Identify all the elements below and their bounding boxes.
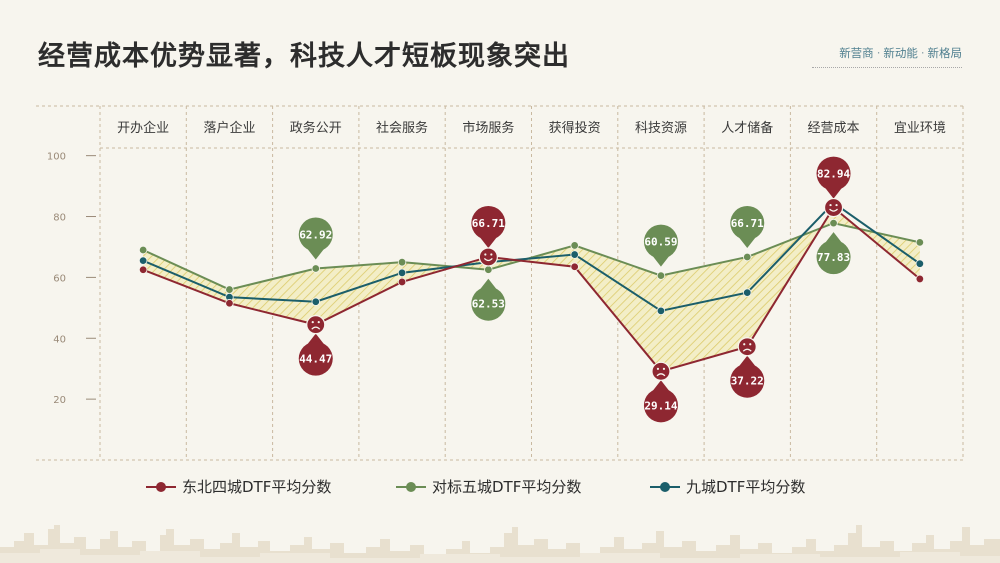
callout-bubble (816, 156, 851, 191)
legend-label-series-2: 对标五城DTF平均分数 (432, 478, 582, 496)
category-label: 市场服务 (462, 120, 514, 136)
callout-value-label: 60.59 (644, 236, 677, 249)
series-2-point (829, 218, 838, 228)
category-label: 人才储备 (721, 120, 773, 136)
callout-value-label: 29.14 (644, 399, 677, 412)
y-tick-label: 80 (53, 213, 66, 224)
callout-value-label: 37.22 (731, 375, 764, 388)
series-2-point (397, 257, 407, 267)
legend-swatch-series-1 (146, 481, 176, 492)
series-3-point (397, 268, 407, 278)
value-callout: 66.71 (471, 205, 506, 267)
legend-item-series-1: 东北四城DTF平均分数 (146, 476, 331, 497)
callout-value-label: 66.71 (731, 217, 764, 230)
series-1-line (142, 206, 921, 373)
tagline-rule (812, 67, 962, 68)
callout-value-label: 77.83 (817, 251, 850, 264)
series-3-point (915, 259, 925, 268)
callout-bubble (816, 240, 851, 275)
value-callout: 82.94 (816, 156, 851, 218)
category-label: 政务公开 (290, 120, 342, 136)
gap-hatch-area (143, 207, 920, 372)
series-1-point (570, 262, 579, 271)
series-2-point (915, 238, 925, 247)
legend-label-series-1: 东北四城DTF平均分数 (182, 478, 332, 496)
callout-bubble (730, 363, 765, 398)
series-1-point (138, 265, 148, 274)
sad-face-icon (737, 337, 757, 357)
page-title: 经营成本优势显著，科技人才短板现象突出 (38, 41, 570, 72)
series-2-point (311, 264, 320, 273)
category-label: 开办企业 (117, 120, 169, 136)
city-skyline-decoration (0, 525, 1000, 563)
callout-bubble (643, 388, 678, 423)
tagline: 新营商 · 新动能 · 新格局 (839, 46, 963, 60)
series-3-point (656, 306, 666, 316)
value-callout: 66.71 (730, 205, 765, 248)
category-label: 经营成本 (808, 121, 860, 136)
y-tick-label: 40 (53, 334, 66, 345)
category-label: 获得投资 (549, 120, 601, 136)
category-label: 社会服务 (376, 120, 428, 136)
callout-value-label: 82.94 (817, 168, 850, 181)
legend-item-series-3: 九城DTF平均分数 (650, 476, 805, 497)
series-2-point (656, 271, 666, 280)
legend: 东北四城DTF平均分数 对标五城DTF平均分数 九城DTF平均分数 (0, 476, 1000, 500)
callout-bubble (298, 217, 333, 252)
callout-bubble (298, 341, 333, 376)
tag-2: 新动能 (883, 46, 918, 60)
callout-bubble (730, 205, 765, 240)
series-3-point (138, 256, 148, 265)
callout-bubble (643, 224, 678, 259)
value-callout: 62.53 (471, 278, 506, 321)
value-callout: 37.22 (730, 337, 765, 398)
callout-value-label: 62.92 (299, 229, 332, 242)
legend-swatch-series-2 (396, 481, 426, 492)
callout-value-label: 62.53 (472, 298, 505, 311)
series-2-point (484, 265, 493, 274)
callout-bubble (471, 286, 506, 321)
legend-swatch-series-3 (650, 481, 680, 492)
callout-value-label: 44.47 (299, 353, 332, 366)
y-tick-label: 20 (53, 395, 66, 406)
category-label: 宜业环境 (894, 121, 946, 136)
value-callout: 44.47 (298, 315, 333, 376)
y-tick-label: 60 (53, 273, 66, 284)
series-3-line (142, 201, 921, 312)
series-2-point (743, 252, 752, 262)
sad-face-icon (651, 361, 671, 381)
series-2-point (138, 245, 148, 255)
tag-3: 新格局 (927, 46, 963, 60)
callout-bubble (471, 205, 506, 240)
series-1-point (915, 274, 925, 284)
legend-label-series-3: 九城DTF平均分数 (686, 478, 806, 496)
category-label: 科技资源 (635, 121, 687, 136)
category-label: 落户企业 (203, 120, 255, 136)
smiley-face-icon (478, 247, 498, 267)
legend-item-series-2: 对标五城DTF平均分数 (396, 476, 581, 497)
series-3-point (570, 250, 579, 259)
tag-1: 新营商 (839, 46, 874, 60)
value-callout: 77.83 (816, 232, 851, 275)
series-1-point (397, 277, 407, 287)
smiley-face-icon (823, 197, 844, 218)
series-1-point (225, 299, 234, 308)
series-2-point (225, 285, 234, 294)
value-callout: 60.59 (643, 224, 678, 267)
series-3-point (311, 297, 320, 306)
sad-face-icon (306, 315, 326, 335)
callout-value-label: 66.71 (472, 217, 505, 230)
series-2-point (570, 241, 579, 250)
series-3-point (743, 288, 752, 297)
y-tick-label: 100 (47, 152, 66, 163)
value-callout: 29.14 (643, 361, 678, 423)
value-callout: 62.92 (298, 217, 333, 260)
